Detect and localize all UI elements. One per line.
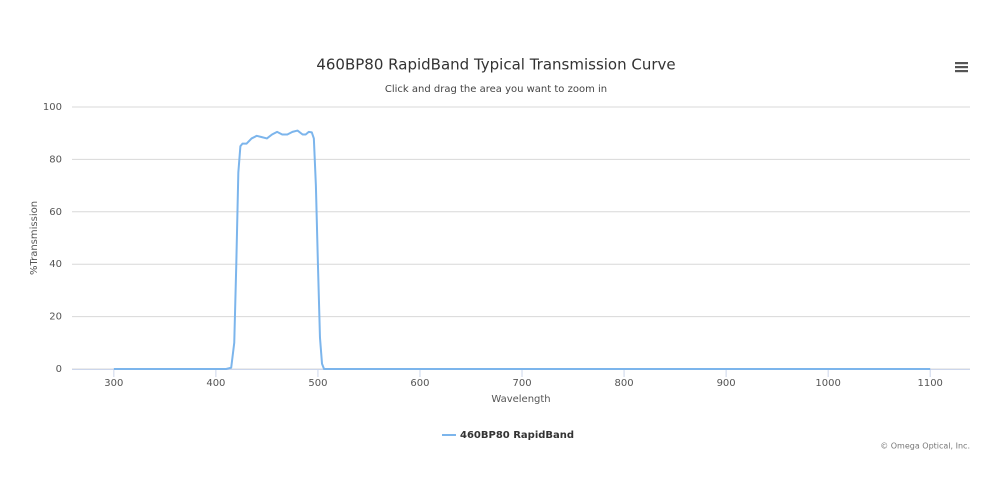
- y-tick-label: 20: [49, 312, 62, 323]
- x-tick-label: 1000: [815, 378, 840, 389]
- x-axis-label: Wavelength: [491, 394, 550, 405]
- y-tick-label: 40: [49, 259, 62, 270]
- menu-button[interactable]: [953, 60, 969, 74]
- chart-title: 460BP80 RapidBand Typical Transmission C…: [316, 56, 675, 74]
- x-tick-label: 500: [308, 378, 327, 389]
- legend-label: 460BP80 RapidBand: [460, 430, 574, 441]
- y-tick-label: 60: [49, 207, 62, 218]
- menu-bar: [955, 66, 968, 69]
- x-tick-label: 600: [410, 378, 429, 389]
- legend-item[interactable]: 460BP80 RapidBand: [442, 430, 574, 441]
- x-tick-label: 1100: [917, 378, 942, 389]
- y-tick-label: 100: [43, 102, 62, 113]
- y-tick-label: 80: [49, 154, 62, 165]
- menu-bar: [955, 70, 968, 73]
- menu-bar: [955, 62, 968, 65]
- y-axis-label: %Transmission: [29, 201, 40, 275]
- x-tick-label: 700: [512, 378, 531, 389]
- y-tick-label: 0: [56, 364, 62, 375]
- x-tick-label: 800: [615, 378, 634, 389]
- x-tick-label: 300: [104, 378, 123, 389]
- x-tick-label: 400: [206, 378, 225, 389]
- x-tick-label: 900: [717, 378, 736, 389]
- chart-subtitle: Click and drag the area you want to zoom…: [385, 84, 607, 95]
- credit: © Omega Optical, Inc.: [880, 442, 970, 451]
- series-line: [113, 129, 931, 370]
